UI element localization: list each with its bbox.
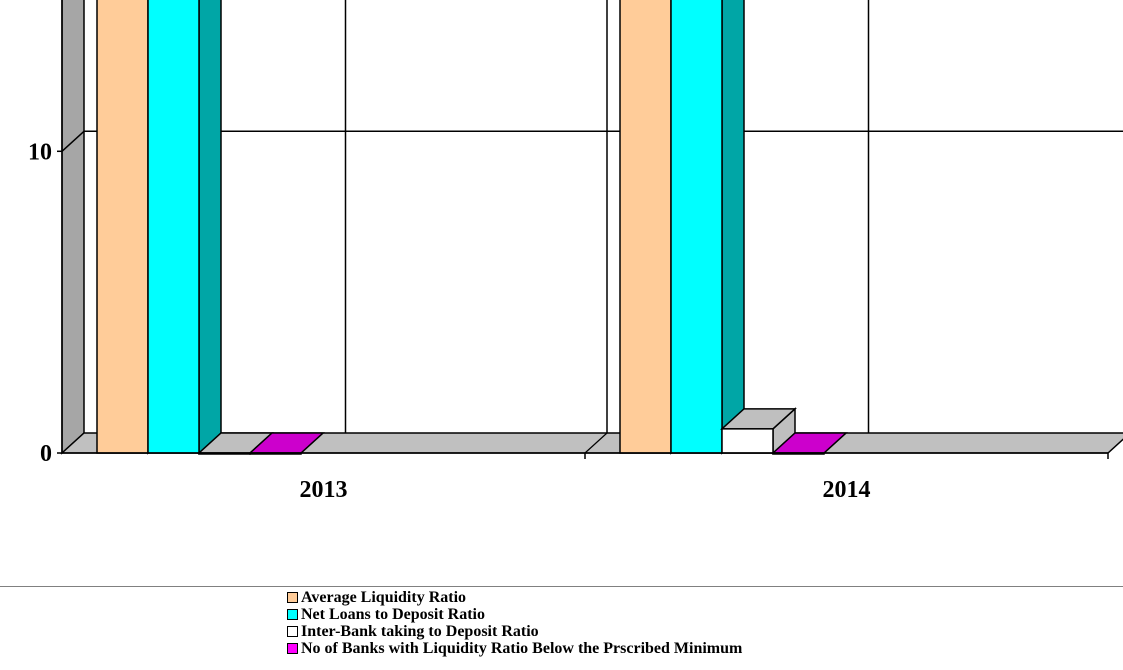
bar: [720, 407, 797, 455]
legend-label: No of Banks with Liquidity Ratio Below t…: [301, 640, 743, 657]
bar-front: [721, 428, 774, 454]
legend-label: Inter-Bank taking to Deposit Ratio: [301, 623, 539, 640]
bar-side: [721, 0, 745, 455]
bar-front: [619, 0, 672, 454]
bar-front: [147, 0, 200, 454]
legend-item: No of Banks with Liquidity Ratio Below t…: [287, 640, 742, 657]
legend-swatch: [287, 592, 298, 603]
legend-separator: [0, 586, 1123, 587]
legend-label: Average Liquidity Ratio: [301, 589, 467, 606]
legend-label: Net Loans to Deposit Ratio: [301, 606, 485, 623]
x-category-label: 2013: [300, 477, 348, 503]
legend-swatch: [287, 626, 298, 637]
y-tick-label: 0: [40, 441, 52, 467]
legend-item: Average Liquidity Ratio: [287, 589, 742, 606]
y-tick-label: 10: [28, 139, 52, 165]
floor-divider: [584, 432, 608, 454]
legend: Average Liquidity Ratio Net Loans to Dep…: [287, 589, 742, 657]
gridline: [61, 130, 85, 152]
bar: [147, 0, 222, 455]
y-axis-ticks: 010203040506070: [28, 0, 63, 467]
bar-side: [198, 0, 222, 455]
gridlines: [61, 0, 1123, 454]
x-category-label: 2014: [823, 477, 871, 503]
bar: [670, 0, 745, 455]
x-axis-categories: 2013 2014: [62, 452, 1109, 503]
bar-front: [670, 0, 723, 454]
legend-swatch: [287, 609, 298, 620]
legend-swatch: [287, 643, 298, 654]
side-wall: [61, 0, 85, 455]
bar-front: [96, 0, 149, 454]
legend-item: Inter-Bank taking to Deposit Ratio: [287, 623, 742, 640]
bars: [96, 0, 848, 455]
legend-item: Net Loans to Deposit Ratio: [287, 606, 742, 623]
